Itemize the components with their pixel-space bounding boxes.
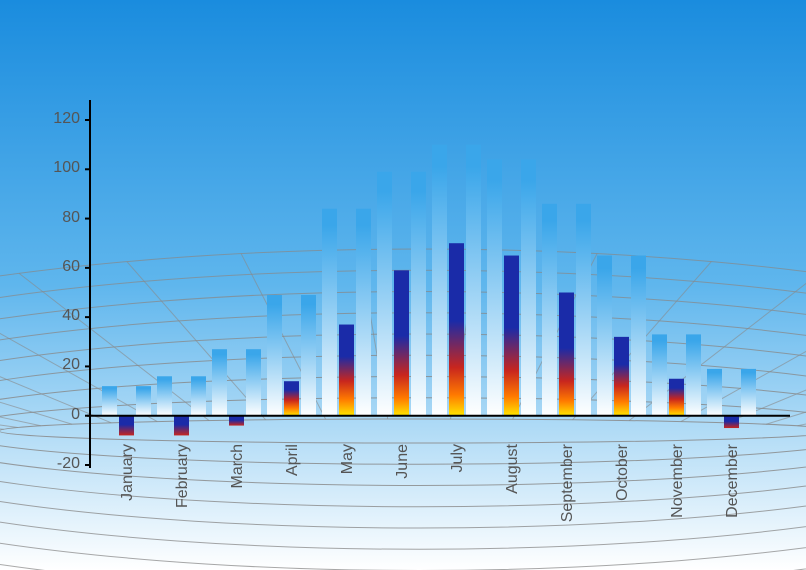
bar-series-a [432,145,447,416]
y-tick-label: 80 [30,209,80,227]
category-label: September [559,444,577,522]
bar-series-b [119,416,134,436]
bar-series-c [246,349,261,416]
bar-series-a [707,369,722,416]
y-tick-label: 0 [30,406,80,424]
bar-series-a [597,256,612,416]
bar-series-c [191,376,206,415]
category-label: May [339,444,357,474]
bar-series-c [411,172,426,416]
y-tick-label: 120 [30,110,80,128]
bar-series-a [157,376,172,415]
category-label: July [449,444,467,472]
bar-series-b [669,379,684,416]
bar-series-b [339,325,354,416]
category-label: June [394,444,412,479]
monthly-bar-chart: -20 0 20 40 60 80 100 120 January February March Ap… [0,0,806,570]
bar-series-a [652,334,667,415]
category-label: January [119,444,137,501]
bar-series-c [521,159,536,415]
bar-series-c [686,334,701,415]
category-label: April [284,444,302,476]
category-label: March [229,444,247,488]
bar-series-a [102,386,117,416]
bar-series-a [377,172,392,416]
bar-series-a [487,159,502,415]
bar-series-b [394,270,409,415]
y-tick-label: 20 [30,356,80,374]
y-tick-label: 40 [30,307,80,325]
bar-series-b [229,416,244,426]
bar-series-c [356,209,371,416]
bar-series-a [267,295,282,416]
bar-series-b [504,256,519,416]
bar-series-b [559,293,574,416]
bar-series-b [174,416,189,436]
bar-series-b [449,243,464,416]
bar-series-c [466,145,481,416]
category-label: August [504,444,522,494]
y-tick-label: -20 [30,455,80,473]
bar-series-c [631,256,646,416]
bar-series-b [614,337,629,416]
category-label: February [174,444,192,508]
y-tick-label: 60 [30,258,80,276]
bar-series-a [542,204,557,416]
bar-series-b [724,416,739,428]
category-label: December [724,444,742,518]
bar-series-c [741,369,756,416]
bar-series-c [576,204,591,416]
bar-series-b [284,381,299,416]
bar-series-c [301,295,316,416]
category-label: October [614,444,632,501]
category-label: November [669,444,687,518]
y-tick-label: 100 [30,159,80,177]
bar-series-a [322,209,337,416]
bar-series-a [212,349,227,416]
bar-series-c [136,386,151,416]
